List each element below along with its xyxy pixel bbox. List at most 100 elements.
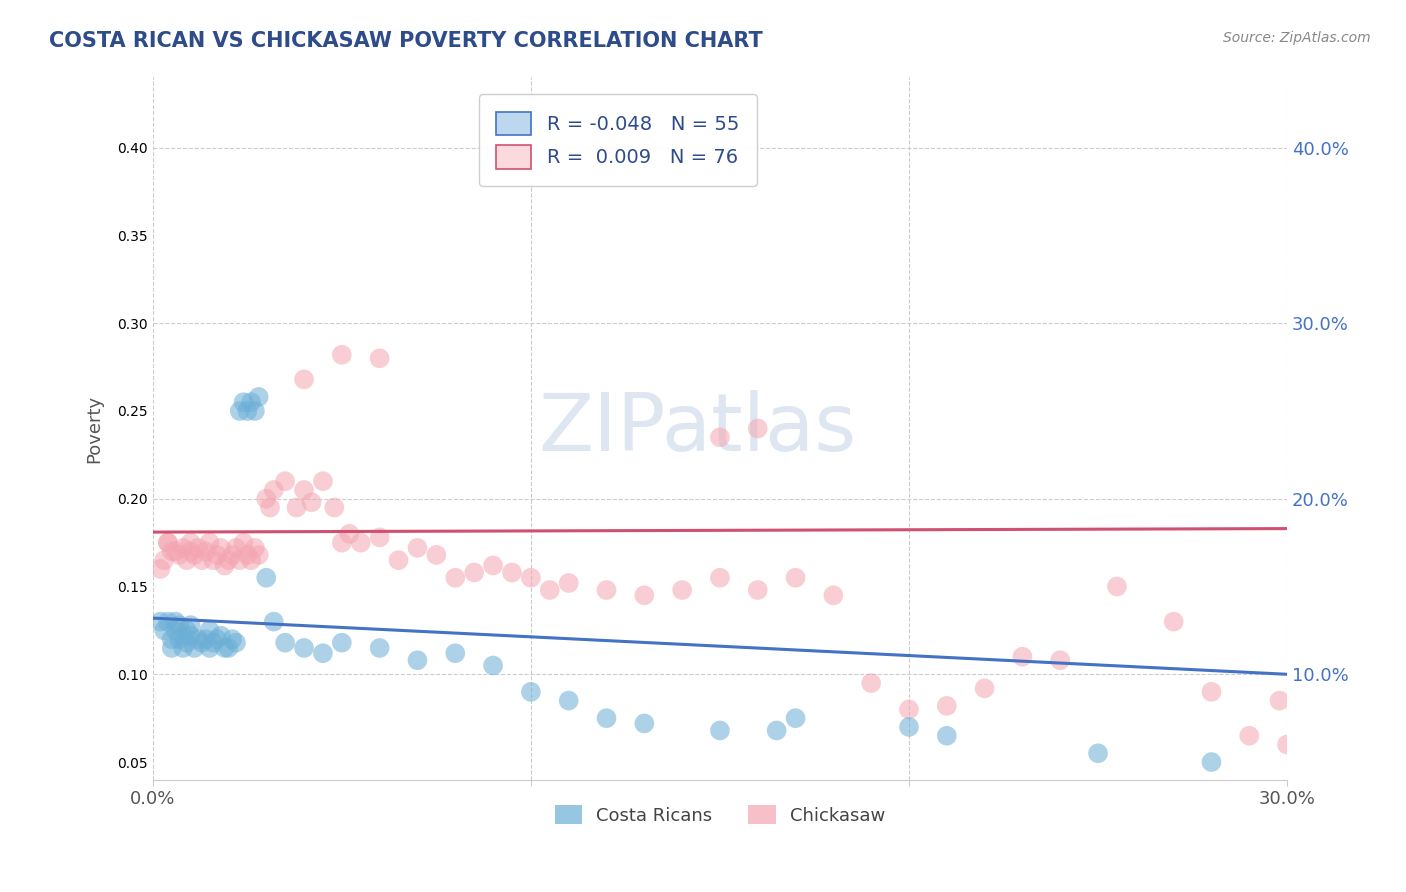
Point: [156, 535, 179, 549]
Point: [935, 698, 957, 713]
Point: [312, 646, 335, 660]
Point: [221, 548, 243, 562]
Point: [156, 535, 179, 549]
Point: [240, 553, 263, 567]
Point: [785, 711, 807, 725]
Point: [263, 483, 285, 497]
Text: Source: ZipAtlas.com: Source: ZipAtlas.com: [1223, 31, 1371, 45]
Point: [350, 535, 373, 549]
Point: [709, 430, 731, 444]
Point: [1275, 738, 1298, 752]
Point: [860, 676, 883, 690]
Point: [165, 624, 187, 638]
Point: [444, 571, 467, 585]
Point: [165, 615, 187, 629]
Point: [406, 541, 429, 555]
Point: [149, 615, 172, 629]
Point: [172, 629, 194, 643]
Point: [285, 500, 308, 515]
Point: [247, 548, 270, 562]
Point: [209, 629, 232, 643]
Point: [240, 395, 263, 409]
Point: [1163, 615, 1185, 629]
Point: [191, 553, 214, 567]
Point: [225, 636, 247, 650]
Point: [1105, 580, 1128, 594]
Point: [312, 474, 335, 488]
Point: [232, 395, 254, 409]
Point: [160, 544, 183, 558]
Point: [482, 558, 505, 573]
Point: [501, 566, 523, 580]
Point: [1201, 685, 1223, 699]
Point: [633, 716, 655, 731]
Point: [747, 582, 769, 597]
Point: [169, 632, 191, 647]
Point: [671, 582, 693, 597]
Point: [935, 729, 957, 743]
Point: [172, 541, 194, 555]
Point: [229, 553, 252, 567]
Point: [169, 618, 191, 632]
Point: [330, 636, 353, 650]
Text: ZIPatlas: ZIPatlas: [538, 390, 856, 467]
Point: [176, 636, 198, 650]
Point: [221, 632, 243, 647]
Point: [1011, 649, 1033, 664]
Point: [198, 624, 221, 638]
Point: [202, 553, 225, 567]
Point: [183, 548, 205, 562]
Point: [202, 636, 225, 650]
Point: [323, 500, 346, 515]
Point: [633, 588, 655, 602]
Point: [1201, 755, 1223, 769]
Point: [301, 495, 323, 509]
Point: [169, 548, 191, 562]
Legend: Costa Ricans, Chickasaw: Costa Ricans, Chickasaw: [546, 797, 894, 834]
Point: [194, 632, 217, 647]
Point: [165, 544, 187, 558]
Point: [538, 582, 561, 597]
Point: [149, 562, 172, 576]
Point: [153, 553, 176, 567]
Point: [368, 351, 391, 366]
Point: [557, 693, 579, 707]
Point: [709, 723, 731, 738]
Point: [183, 640, 205, 655]
Point: [180, 535, 202, 549]
Point: [274, 474, 297, 488]
Point: [180, 629, 202, 643]
Point: [180, 618, 202, 632]
Point: [198, 640, 221, 655]
Point: [232, 535, 254, 549]
Point: [823, 588, 845, 602]
Point: [747, 421, 769, 435]
Point: [595, 582, 617, 597]
Point: [160, 632, 183, 647]
Point: [520, 571, 543, 585]
Point: [176, 624, 198, 638]
Point: [153, 624, 176, 638]
Point: [482, 658, 505, 673]
Point: [263, 615, 285, 629]
Point: [254, 571, 277, 585]
Point: [292, 640, 315, 655]
Point: [209, 541, 232, 555]
Point: [595, 711, 617, 725]
Text: COSTA RICAN VS CHICKASAW POVERTY CORRELATION CHART: COSTA RICAN VS CHICKASAW POVERTY CORRELA…: [49, 31, 763, 51]
Y-axis label: Poverty: Poverty: [86, 394, 103, 463]
Point: [205, 548, 228, 562]
Point: [292, 372, 315, 386]
Point: [368, 530, 391, 544]
Point: [274, 636, 297, 650]
Point: [406, 653, 429, 667]
Point: [217, 553, 239, 567]
Point: [180, 544, 202, 558]
Point: [172, 640, 194, 655]
Point: [1087, 746, 1109, 760]
Point: [225, 541, 247, 555]
Point: [214, 558, 236, 573]
Point: [187, 541, 209, 555]
Point: [1049, 653, 1071, 667]
Point: [463, 566, 485, 580]
